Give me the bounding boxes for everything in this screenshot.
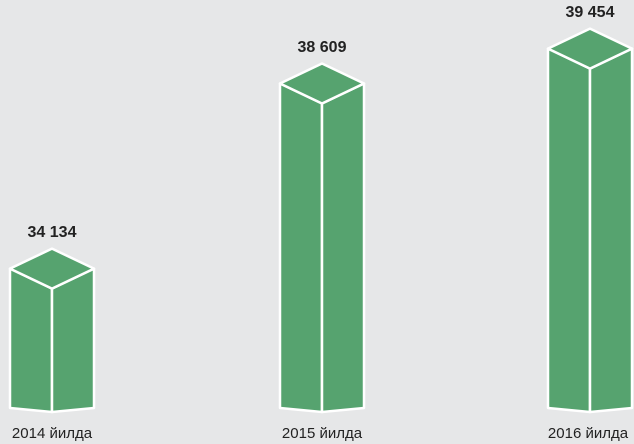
bar-top-face [8,247,96,290]
x-tick-label: 2014 йилда [12,425,93,442]
bar-top-face [546,27,634,70]
bar [8,247,96,414]
bar-right-face [588,47,634,414]
bar-right-face [320,82,366,414]
bar-top-face [278,62,366,105]
x-tick-label: 2016 йилда [548,425,629,442]
bar [278,62,366,414]
bar-left-face [8,267,54,414]
bar-left-face [278,82,324,414]
bar [546,27,634,414]
x-tick-label: 2015 йилда [282,425,363,442]
value-label: 34 134 [28,224,77,241]
bar-right-face [50,267,96,414]
value-label: 38 609 [298,39,347,56]
value-label: 39 454 [566,4,615,21]
bar-left-face [546,47,592,414]
